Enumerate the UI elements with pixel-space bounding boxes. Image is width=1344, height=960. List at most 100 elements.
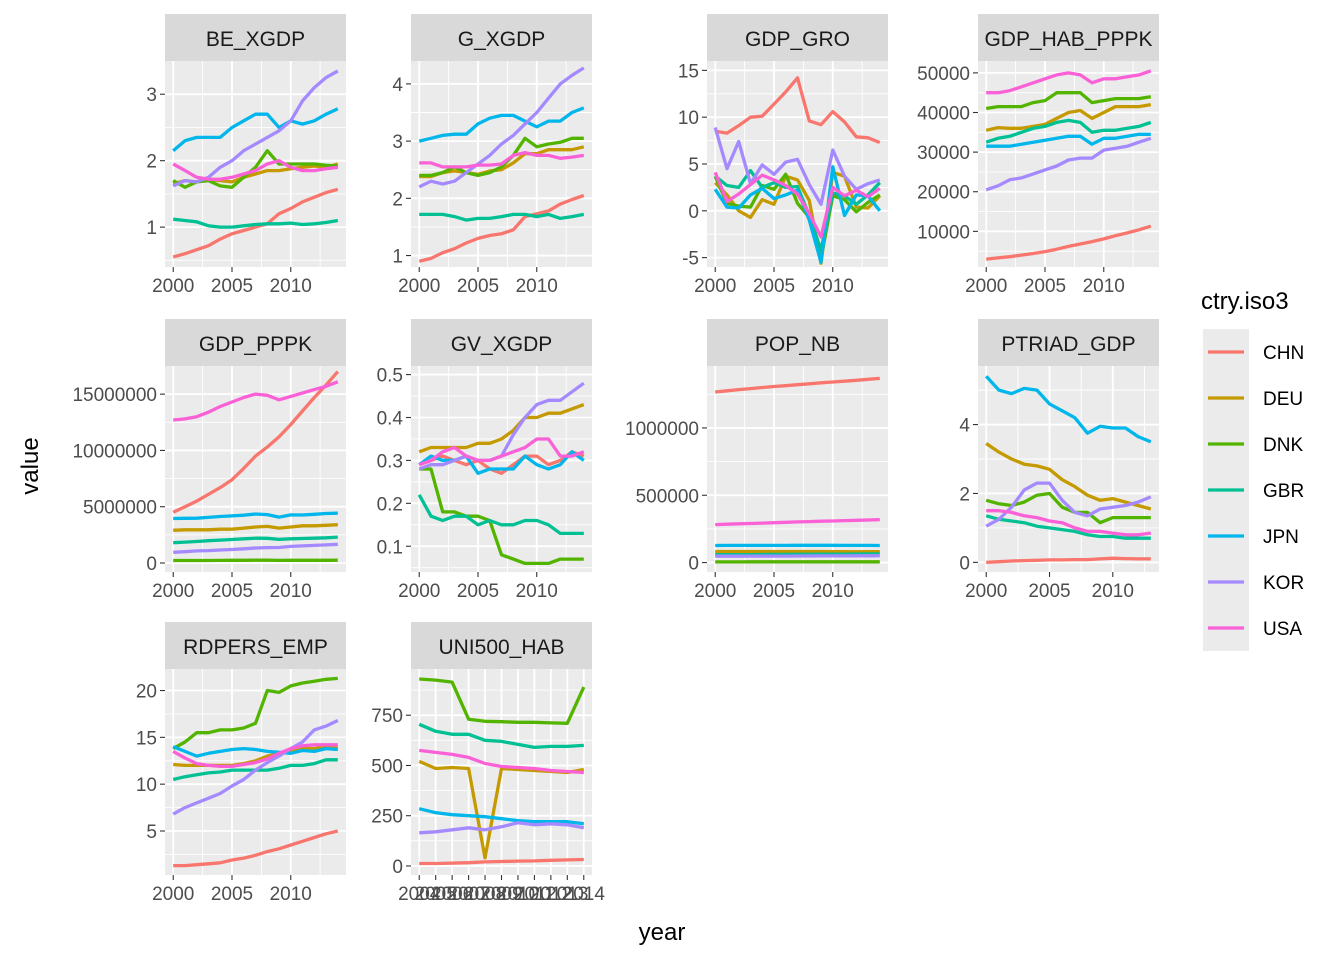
facet-title: GDP_HAB_PPPK (984, 28, 1152, 51)
x-tick-label: 2005 (211, 276, 253, 297)
series-line-jpn (172, 107, 339, 152)
series-line-usa (419, 748, 584, 775)
x-tick-label: 2000 (965, 276, 1007, 297)
y-tick-label: 500000 (636, 486, 699, 507)
y-tick-label: 40000 (917, 104, 970, 125)
series-line-dnk (419, 677, 586, 725)
facet-title: G_XGDP (458, 28, 546, 51)
series-line-chn (714, 76, 881, 145)
series-lines (172, 676, 339, 868)
series-line-kor (419, 821, 585, 835)
series-line-chn (986, 556, 1151, 565)
series-line-kor (172, 69, 339, 188)
facet-gdp-pppk: GDP_PPPK 0 5000000 10000000 15000000 2000 2005… (72, 319, 346, 602)
series-line-jpn (172, 745, 338, 758)
series-line-usa (715, 517, 880, 527)
y-tick-label: 3 (146, 85, 157, 106)
series-line-kor (713, 127, 881, 206)
legend-title: ctry.iso3 (1201, 288, 1289, 315)
facet-title: POP_NB (755, 333, 840, 356)
x-tick-label: 2004 (398, 884, 441, 905)
y-tick-label: 0 (688, 554, 699, 575)
series-line-deu (714, 170, 881, 265)
series-line-dnk (985, 91, 1152, 111)
y-tick-label: 20000 (917, 183, 970, 204)
facet-strip (165, 319, 346, 366)
y-tick-label: 0 (392, 857, 403, 878)
facet-gdp-gro: GDP_GRO -5 0 5 10 15 2000 2005 2010 (678, 14, 888, 297)
series-line-deu (173, 523, 338, 532)
series-lines (713, 76, 882, 265)
y-tick-label: 5000000 (83, 498, 157, 519)
series-lines (172, 370, 340, 563)
series-line-usa (419, 150, 585, 169)
facet-strip (411, 14, 592, 61)
y-tick-label: -5 (682, 249, 699, 270)
y-axis-title: value (17, 437, 44, 494)
facet-strip (707, 319, 888, 366)
x-tick-label: 2000 (152, 581, 194, 602)
series-line-deu (418, 403, 585, 454)
x-tick-label: 2012 (530, 884, 572, 905)
series-line-gbr (418, 722, 584, 750)
series-line-usa (418, 437, 585, 467)
series-line-deu (985, 442, 1152, 511)
series-line-dnk (419, 467, 584, 566)
series-line-gbr (173, 535, 338, 545)
series-line-jpn (418, 450, 585, 475)
x-tick-label: 2010 (516, 581, 558, 602)
x-tick-label: 2011 (514, 884, 555, 905)
x-tick-label: 2010 (497, 884, 539, 905)
x-tick-label: 2005 (211, 884, 253, 905)
series-line-chn (172, 187, 339, 259)
facet-gdp-hab-pppk: GDP_HAB_PPPK 10000 20000 30000 40000 50000 200… (917, 14, 1159, 297)
facet-gv-xgdp: GV_XGDP 0.1 0.2 0.3 0.4 0.5 2000 2005 2010 (377, 319, 592, 602)
facet-title: GV_XGDP (451, 333, 553, 356)
panel-background (978, 366, 1159, 572)
series-line-kor (172, 719, 339, 816)
y-tick-label: 10000000 (72, 441, 157, 462)
x-tick-label: 2010 (270, 276, 312, 297)
series-line-usa (172, 159, 338, 181)
y-tick-label: 0 (146, 554, 157, 575)
legend: CHN DEU DNK GBR JPN KOR USA (1203, 329, 1304, 651)
x-tick-label: 2008 (464, 884, 506, 905)
series-line-gbr (985, 514, 1151, 540)
x-axis-title: year (639, 919, 686, 946)
facet-uni500-hab: UNI500_HAB 0 250 500 750 20042005200620072008… (371, 622, 605, 905)
facet-title: PTRIAD_GDP (1001, 333, 1135, 356)
series-line-kor (418, 66, 585, 189)
facet-g-xgdp: G_XGDP 1 2 3 4 2000 2005 2010 (392, 14, 592, 297)
y-tick-label: 2 (392, 189, 403, 210)
y-tick-label: 4 (392, 75, 403, 96)
facet-strip (411, 319, 592, 366)
legend-item-usa: USA (1203, 605, 1302, 651)
series-lines (715, 376, 880, 564)
gridlines (411, 366, 592, 572)
facet-pop-nb: POP_NB 0 500000 1000000 2000 2005 2010 (625, 319, 888, 602)
x-tick-label: 2000 (694, 581, 736, 602)
series-line-chn (419, 857, 584, 866)
legend-label: JPN (1263, 527, 1299, 548)
x-tick-label: 2007 (447, 884, 489, 905)
legend-label: CHN (1263, 343, 1304, 364)
facet-strip (978, 319, 1159, 366)
y-tick-label: 1 (392, 247, 403, 268)
y-tick-label: 2 (146, 152, 157, 173)
legend-label: USA (1263, 619, 1302, 640)
series-line-chn (172, 370, 340, 514)
y-tick-label: 30000 (917, 143, 970, 164)
series-line-usa (173, 380, 339, 422)
y-tick-label: 0.4 (377, 409, 404, 430)
x-tick-label: 2010 (270, 581, 312, 602)
series-line-jpn (986, 132, 1151, 148)
y-tick-label: 50000 (917, 64, 970, 85)
x-tick-label: 2000 (965, 581, 1007, 602)
series-line-kor (173, 542, 338, 554)
y-tick-label: 0.3 (377, 451, 403, 472)
facet-ptriad-gdp: PTRIAD_GDP 0 2 4 2000 2005 2010 (959, 319, 1159, 602)
x-tick-label: 2009 (480, 884, 522, 905)
series-line-usa (986, 69, 1152, 95)
series-line-usa (986, 509, 1152, 537)
